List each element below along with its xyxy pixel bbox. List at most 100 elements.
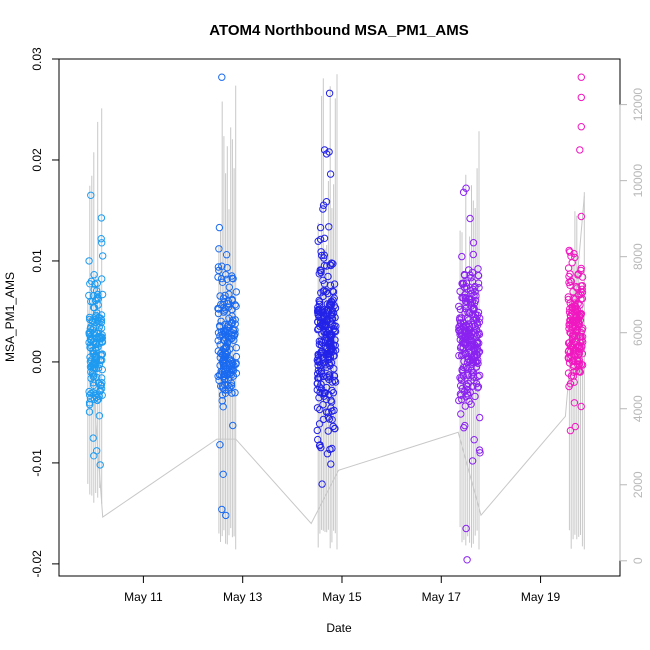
data-point xyxy=(569,288,577,296)
data-point xyxy=(577,360,586,369)
data-point xyxy=(225,359,234,367)
data-point xyxy=(86,391,94,399)
data-point xyxy=(224,299,232,308)
data-point xyxy=(86,400,94,409)
y2-tick-label: 8000 xyxy=(631,243,645,270)
data-point xyxy=(565,272,573,281)
data-point-outlier xyxy=(216,441,224,449)
data-point xyxy=(327,261,335,270)
data-point xyxy=(327,336,335,345)
series-2 xyxy=(214,73,241,520)
data-point xyxy=(214,263,223,271)
data-point xyxy=(575,341,583,350)
data-point xyxy=(465,336,474,344)
data-point-outlier xyxy=(96,461,104,469)
data-point xyxy=(324,427,332,435)
data-point-outlier xyxy=(90,452,98,460)
x-axis: May 11 May 13 May 15 May 17 May 19 xyxy=(124,576,561,604)
data-point-outlier xyxy=(318,480,326,488)
data-point xyxy=(316,266,324,274)
x-tick-label: May 11 xyxy=(124,590,163,604)
data-point xyxy=(316,235,325,244)
data-point xyxy=(214,309,223,318)
data-point xyxy=(231,316,239,324)
data-point xyxy=(85,408,94,416)
data-point-outlier xyxy=(325,89,334,98)
data-point xyxy=(325,391,333,399)
data-point xyxy=(331,424,339,433)
data-point xyxy=(567,277,575,285)
data-point xyxy=(467,302,475,310)
data-point xyxy=(329,422,337,431)
data-point xyxy=(464,353,472,361)
data-point xyxy=(217,317,225,325)
data-point xyxy=(93,279,102,287)
data-point xyxy=(89,379,98,387)
data-point xyxy=(571,345,579,354)
data-point xyxy=(328,444,336,453)
data-point xyxy=(324,308,333,316)
data-point xyxy=(568,259,576,267)
data-point-outlier xyxy=(577,123,585,131)
data-point xyxy=(320,251,328,259)
data-point xyxy=(222,251,231,259)
y-axis-right: 0 2000 4000 6000 8000 10000 12000 xyxy=(619,88,645,564)
data-point-outlier xyxy=(315,442,324,450)
data-point xyxy=(317,385,326,393)
data-point-outlier xyxy=(459,188,468,197)
data-point xyxy=(459,372,468,380)
data-point xyxy=(314,325,322,334)
data-point xyxy=(90,271,98,279)
data-point xyxy=(232,288,241,296)
data-point xyxy=(316,405,324,414)
data-point xyxy=(467,362,475,371)
data-point xyxy=(459,294,467,302)
data-point xyxy=(469,250,477,259)
data-point xyxy=(330,280,339,288)
data-point xyxy=(329,309,338,317)
data-point xyxy=(458,252,466,261)
data-point xyxy=(97,318,106,327)
data-point-outlier xyxy=(462,184,470,192)
data-point xyxy=(573,315,581,324)
y2-tick-label: 0 xyxy=(631,557,645,564)
data-point xyxy=(471,329,479,337)
data-point xyxy=(94,332,103,341)
data-point xyxy=(460,424,468,432)
data-point xyxy=(575,356,584,365)
data-point-outlier xyxy=(99,252,107,260)
data-point xyxy=(457,374,466,382)
data-point-outlier xyxy=(468,457,477,465)
data-point xyxy=(231,389,239,397)
y2-tick-label: 10000 xyxy=(631,164,645,198)
data-point xyxy=(455,351,463,360)
data-point xyxy=(319,201,328,209)
data-point xyxy=(219,470,227,478)
data-point xyxy=(313,404,322,412)
data-point-outlier xyxy=(571,422,579,431)
data-point xyxy=(567,372,576,380)
data-point xyxy=(330,376,339,385)
data-point xyxy=(471,341,479,350)
data-point-outlier xyxy=(577,93,585,102)
data-point-outlier xyxy=(476,449,484,457)
y2-tick-label: 2000 xyxy=(631,471,645,498)
y-axis-left: -0.02 -0.01 0.00 0.01 0.02 0.03 xyxy=(30,47,59,578)
data-point xyxy=(316,383,324,391)
data-point xyxy=(472,379,481,388)
data-point xyxy=(225,283,234,291)
data-point xyxy=(319,276,327,284)
data-point xyxy=(568,335,577,343)
data-point xyxy=(217,274,226,283)
data-point xyxy=(93,309,101,317)
data-point xyxy=(215,305,223,313)
data-point xyxy=(96,386,104,394)
data-point xyxy=(218,397,226,405)
data-point xyxy=(566,354,574,362)
data-point xyxy=(465,348,473,356)
data-point xyxy=(572,305,580,313)
data-point xyxy=(457,382,465,390)
data-point xyxy=(97,314,105,323)
data-point-outlier xyxy=(326,170,335,178)
data-point xyxy=(471,287,479,296)
